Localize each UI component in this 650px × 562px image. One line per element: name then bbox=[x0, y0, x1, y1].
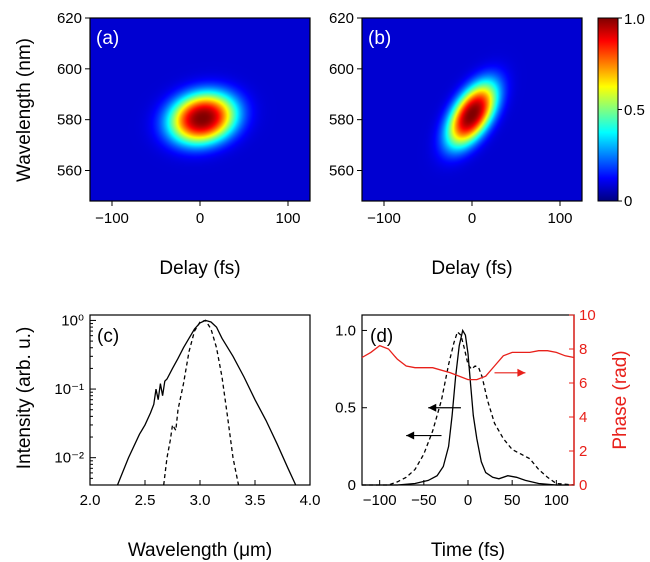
panel-a: −100 0 100 560 580 600 620 (a) Delay (fs) Wave… bbox=[14, 10, 311, 279]
panel-c-x-tick-label: 3.5 bbox=[245, 492, 266, 509]
x-axis-label-c: Wavelength (μm) bbox=[128, 540, 272, 561]
panel-d-x-tick-label: 100 bbox=[544, 492, 569, 509]
heatmap-a-x-tick-label: −100 bbox=[95, 210, 129, 227]
panel-label-d: (d) bbox=[370, 326, 393, 347]
panel-d-x-tick-label: 50 bbox=[504, 492, 521, 509]
panel-label-b: (b) bbox=[368, 28, 391, 49]
arrow-right-head bbox=[517, 368, 526, 377]
panel-d-right-tick-label: 4 bbox=[579, 409, 587, 426]
arrow-left-head bbox=[428, 403, 437, 412]
x-axis-label-d: Time (fs) bbox=[431, 540, 505, 561]
heatmap-b-y-tick-label: 600 bbox=[329, 61, 354, 78]
panel-d-y-tick-label: 0 bbox=[348, 477, 356, 494]
panel-c-x-tick-label: 2.5 bbox=[135, 492, 156, 509]
colorbar-gradient bbox=[597, 17, 619, 202]
heatmap-b-x-tick-label: 0 bbox=[468, 210, 476, 227]
x-axis-label-a: Delay (fs) bbox=[159, 258, 240, 279]
panel-c-y-tick-label: 10⁰ bbox=[61, 312, 84, 329]
plot-frame-c bbox=[89, 314, 311, 486]
panel-d-x-tick-label: −50 bbox=[411, 492, 436, 509]
heatmap-a-y-tick-label: 620 bbox=[57, 10, 82, 27]
colorbar: 1.0 0.5 0 bbox=[597, 11, 645, 210]
y-axis-label-right-d: Phase (rad) bbox=[610, 350, 631, 449]
panel-d-x-tick-label: 0 bbox=[464, 492, 472, 509]
arrow-left-head bbox=[406, 431, 415, 440]
spectrum-dashed-line bbox=[163, 319, 240, 486]
heatmap-a-image bbox=[90, 18, 310, 201]
panel-label-a: (a) bbox=[96, 28, 119, 49]
panel-d-right-tick-label: 10 bbox=[579, 307, 596, 324]
y-axis-label-c: Intensity (arb. u.) bbox=[14, 327, 35, 470]
spectrum-solid-line bbox=[116, 319, 297, 486]
panel-d-right-tick-label: 0 bbox=[579, 477, 587, 494]
heatmap-a-y-tick-label: 560 bbox=[57, 163, 82, 180]
heatmap-b-x-tick-label: −100 bbox=[367, 210, 401, 227]
panel-d-y-tick-label: 1.0 bbox=[335, 322, 356, 339]
heatmap-a-y-tick-label: 600 bbox=[57, 61, 82, 78]
colorbar-tick-min: 0 bbox=[624, 193, 632, 210]
heatmap-b-y-tick-label: 580 bbox=[329, 112, 354, 129]
colorbar-tick-mid: 0.5 bbox=[624, 102, 645, 119]
panel-d-x-tick-label: −100 bbox=[363, 492, 397, 509]
plot-frame-d bbox=[361, 314, 575, 486]
x-axis-label-b: Delay (fs) bbox=[431, 258, 512, 279]
panel-c-y-tick-label: 10⁻² bbox=[54, 450, 84, 467]
panel-c: 2.0 2.5 3.0 3.5 4.0 10⁻² 10⁻¹ 10⁰ (c) Wavelengt… bbox=[14, 312, 320, 561]
panel-d-right-tick-label: 8 bbox=[579, 341, 587, 358]
colorbar-tick-max: 1.0 bbox=[624, 11, 645, 28]
heatmap-a-y-tick-label: 580 bbox=[57, 112, 82, 129]
y-axis-label-a: Wavelength (nm) bbox=[14, 38, 35, 182]
heatmap-a-x-tick-label: 0 bbox=[196, 210, 204, 227]
heatmap-a-x-tick-label: 100 bbox=[275, 210, 300, 227]
panel-label-c: (c) bbox=[97, 326, 119, 347]
phase-line bbox=[361, 344, 575, 381]
heatmap-b-y-tick-label: 560 bbox=[329, 163, 354, 180]
panel-c-x-tick-label: 2.0 bbox=[80, 492, 101, 509]
panel-d-right-tick-label: 6 bbox=[579, 375, 587, 392]
pulse-dashed-line bbox=[362, 330, 575, 486]
pulse-solid-line bbox=[362, 328, 574, 486]
panel-d: −100 −50 0 50 100 0 0.5 1.0 0 2 4 6 8 10 (d) Time (fs… bbox=[335, 307, 631, 561]
panel-c-y-tick-label: 10⁻¹ bbox=[54, 381, 84, 398]
heatmap-b-x-tick-label: 100 bbox=[547, 210, 572, 227]
panel-c-x-tick-label: 3.0 bbox=[190, 492, 211, 509]
heatmap-b-image bbox=[362, 18, 582, 201]
panel-d-y-tick-label: 0.5 bbox=[335, 400, 356, 417]
panel-b: −100 0 100 560 580 600 620 (b) Delay (fs) bbox=[329, 10, 583, 279]
heatmap-b-y-tick-label: 620 bbox=[329, 10, 354, 27]
panel-c-x-tick-label: 4.0 bbox=[300, 492, 321, 509]
panel-d-right-tick-label: 2 bbox=[579, 443, 587, 460]
